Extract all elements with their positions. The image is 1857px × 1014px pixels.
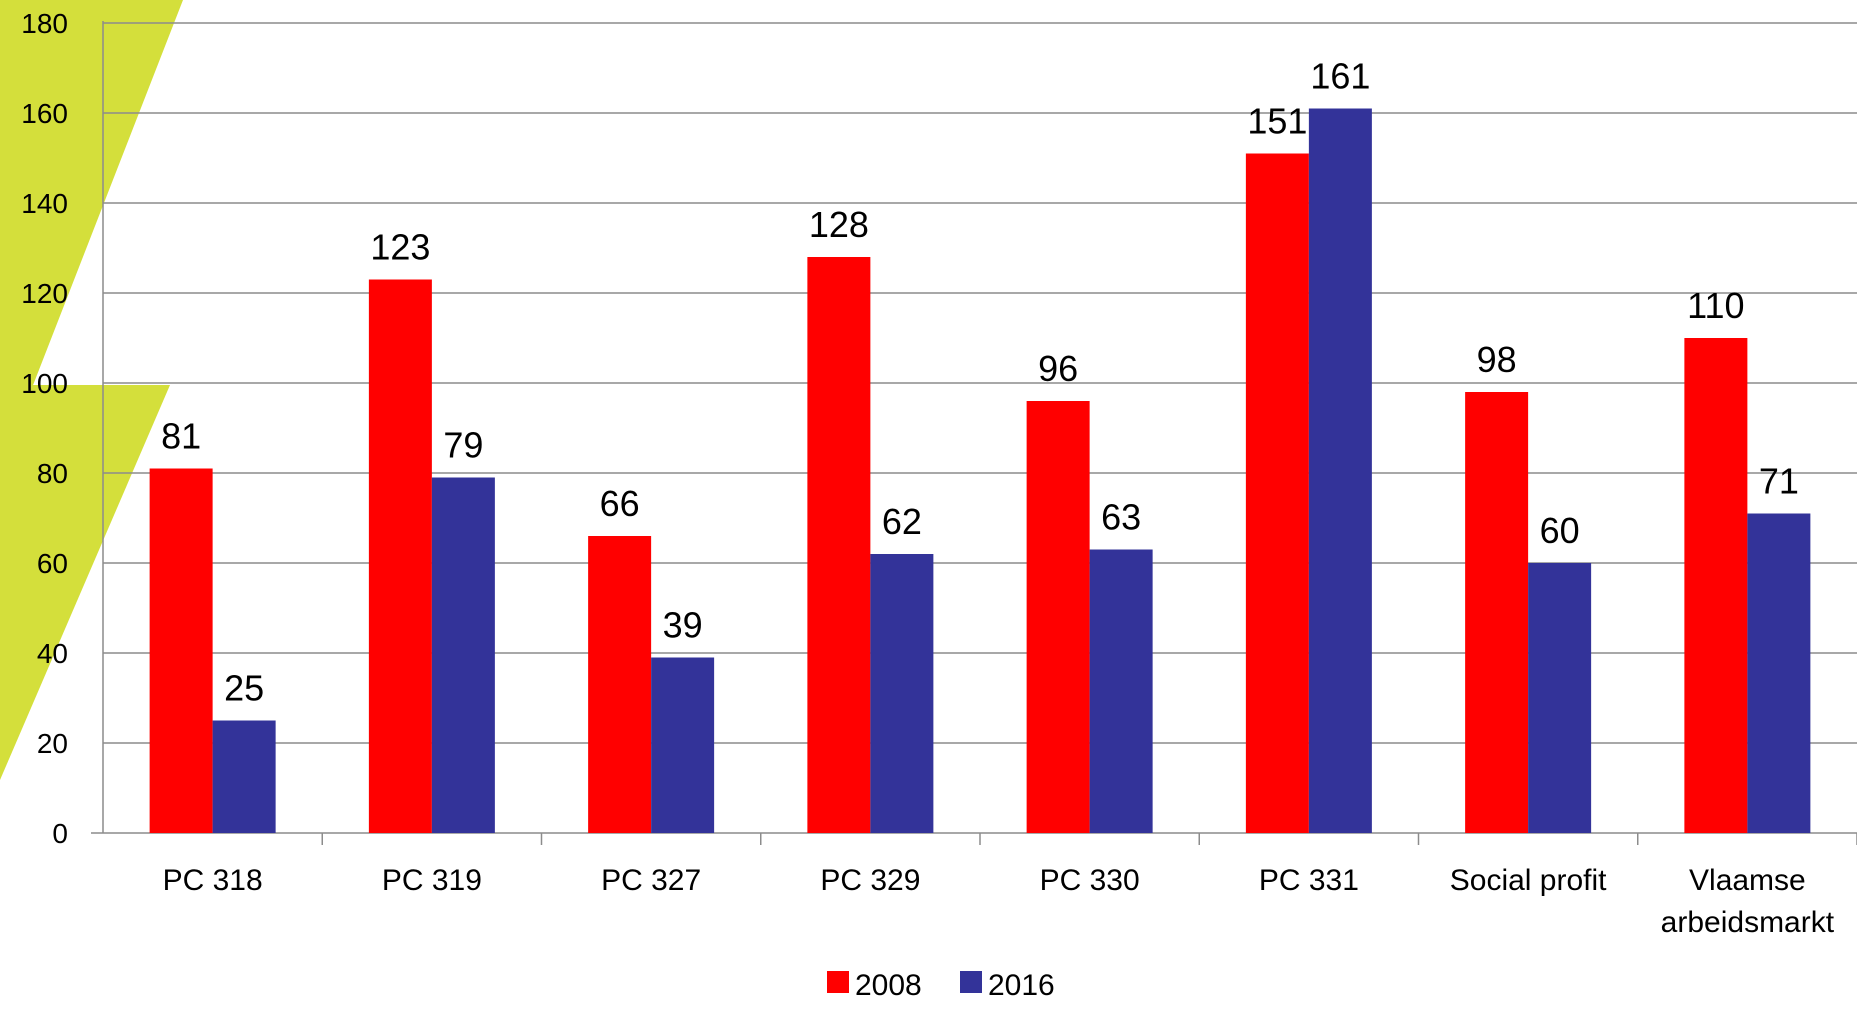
data-label-2008: 98 <box>1477 339 1517 380</box>
data-label-2008: 96 <box>1038 348 1078 389</box>
bar-2008 <box>149 468 213 833</box>
data-label-2016: 39 <box>663 605 703 646</box>
x-category-label-line: Vlaamse <box>1689 864 1806 897</box>
y-tick-label: 140 <box>21 188 68 219</box>
bar-2016 <box>1089 549 1153 833</box>
decorative-background <box>0 0 183 780</box>
y-tick-label: 100 <box>21 368 68 399</box>
y-tick-label: 20 <box>37 728 68 759</box>
data-label-2016: 62 <box>882 501 922 542</box>
data-label-2008: 110 <box>1687 285 1744 326</box>
bar-2008 <box>368 279 432 833</box>
bar-2016 <box>651 657 715 833</box>
legend-swatch-2008 <box>827 971 849 993</box>
x-category-label-line: PC 330 <box>1040 864 1140 897</box>
legend-label-2008: 2008 <box>855 969 922 1002</box>
y-tick-label: 80 <box>37 458 68 489</box>
data-label-2008: 123 <box>370 227 430 268</box>
bar-2016 <box>1747 513 1811 833</box>
data-label-2016: 60 <box>1540 510 1580 551</box>
data-label-2008: 66 <box>600 483 640 524</box>
x-category-label-line: PC 318 <box>163 864 263 897</box>
y-tick-label: 120 <box>21 278 68 309</box>
y-tick-label: 40 <box>37 638 68 669</box>
x-category-label: PC 327 <box>601 864 701 897</box>
y-tick-label: 160 <box>21 98 68 129</box>
bar-2008 <box>807 257 871 833</box>
bar-2016 <box>1528 563 1592 833</box>
y-tick-label: 60 <box>37 548 68 579</box>
x-category-label: PC 318 <box>163 864 263 897</box>
data-label-2008: 151 <box>1247 101 1307 142</box>
bar-2008 <box>1465 392 1529 833</box>
x-category-label-line: PC 327 <box>601 864 701 897</box>
bar-2008 <box>1684 338 1748 833</box>
bar-2016 <box>1308 108 1372 833</box>
legend-label-2016: 2016 <box>988 969 1055 1002</box>
x-category-label: PC 329 <box>820 864 920 897</box>
x-category-label-line: PC 319 <box>382 864 482 897</box>
legend-swatch-2016 <box>960 971 982 993</box>
x-category-label-line: Social profit <box>1450 864 1607 897</box>
bars <box>149 108 1811 833</box>
data-label-2016: 71 <box>1759 461 1799 502</box>
bar-2016 <box>870 554 934 833</box>
gridlines <box>103 22 1857 744</box>
decor-shape-top <box>0 0 183 470</box>
decor-shape-bottom <box>0 385 170 780</box>
x-category-label: Social profit <box>1450 864 1607 897</box>
data-label-2016: 161 <box>1310 56 1370 97</box>
data-label-2016: 25 <box>224 668 264 709</box>
legend: 2008 2016 <box>827 969 1055 1002</box>
x-category-label: PC 331 <box>1259 864 1359 897</box>
x-category-label: Vlaamse arbeidsmarkt <box>1661 864 1835 939</box>
x-category-label-line: PC 331 <box>1259 864 1359 897</box>
bar-2016 <box>431 477 495 833</box>
x-category-label-line: PC 329 <box>820 864 920 897</box>
bar-2008 <box>588 536 652 833</box>
data-label-2008: 81 <box>161 416 201 457</box>
data-label-2008: 128 <box>809 204 869 245</box>
x-category-label-line: arbeidsmarkt <box>1661 906 1835 939</box>
x-category-label: PC 330 <box>1040 864 1140 897</box>
bar-2008 <box>1245 153 1309 833</box>
data-label-2016: 63 <box>1101 497 1141 538</box>
bar-2008 <box>1026 401 1090 833</box>
bar-2016 <box>212 720 276 833</box>
data-label-2016: 79 <box>443 425 483 466</box>
y-tick-label: 0 <box>52 818 68 849</box>
x-category-label: PC 319 <box>382 864 482 897</box>
y-tick-label: 180 <box>21 8 68 39</box>
